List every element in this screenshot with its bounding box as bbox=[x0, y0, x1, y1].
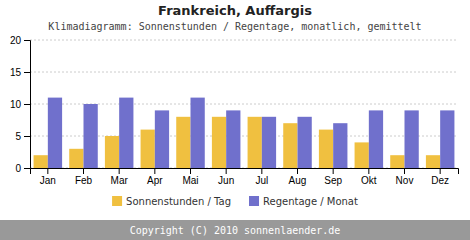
y-tick: 10 bbox=[10, 99, 30, 110]
annotation: Copyright (C) 2010 sonnenlaender.de bbox=[130, 225, 341, 236]
grid-line bbox=[30, 40, 458, 41]
x-tick: Aug bbox=[289, 168, 307, 186]
x-tick-mark bbox=[119, 168, 120, 174]
bar bbox=[176, 117, 190, 168]
x-tick-label: Apr bbox=[147, 175, 163, 186]
y-tick-mark bbox=[24, 72, 30, 73]
bar bbox=[390, 155, 404, 168]
bar bbox=[248, 117, 262, 168]
bar bbox=[48, 98, 62, 168]
x-tick-mark bbox=[404, 168, 405, 174]
x-tick: Mar bbox=[111, 168, 129, 186]
bar bbox=[191, 98, 205, 168]
bar bbox=[119, 98, 133, 168]
y-tick-mark bbox=[24, 168, 30, 169]
bar bbox=[426, 155, 440, 168]
bar bbox=[283, 123, 297, 168]
bar bbox=[84, 104, 98, 168]
y-tick: 0 bbox=[15, 163, 30, 174]
legend-item: Regentage / Monat bbox=[249, 196, 358, 207]
x-tick-mark bbox=[297, 168, 298, 174]
y-axis: 0 5 10 15 20 bbox=[10, 35, 31, 174]
y-tick-label: 20 bbox=[10, 35, 22, 46]
bar bbox=[212, 117, 226, 168]
bar bbox=[298, 117, 312, 168]
bar bbox=[226, 110, 240, 168]
bar bbox=[262, 117, 276, 168]
x-tick-mark bbox=[261, 168, 262, 174]
x-tick: Jul bbox=[255, 168, 268, 186]
x-tick: Apr bbox=[147, 168, 163, 186]
y-axis-line bbox=[24, 41, 31, 169]
x-tick: Mai bbox=[182, 168, 198, 186]
y-tick-mark bbox=[24, 136, 30, 137]
x-axis-line bbox=[31, 169, 459, 175]
x-tick: Jan bbox=[40, 168, 56, 186]
x-tick: Dez bbox=[431, 168, 449, 186]
bar bbox=[69, 149, 83, 168]
x-tick-label: Feb bbox=[75, 175, 93, 186]
y-tick: 5 bbox=[15, 131, 30, 142]
y-tick-label: 0 bbox=[15, 163, 21, 174]
x-tick-mark bbox=[47, 168, 48, 174]
subtitle: Klimadiagramm: Sonnenstunden / Regentage… bbox=[48, 21, 421, 32]
bars bbox=[34, 98, 455, 168]
bar bbox=[155, 110, 169, 168]
copyright-bar bbox=[0, 220, 470, 240]
legend-label: Regentage / Monat bbox=[263, 196, 358, 207]
x-tick-label: Aug bbox=[289, 175, 307, 186]
x-tick-label: Jan bbox=[40, 175, 56, 186]
bar bbox=[333, 123, 347, 168]
bar bbox=[319, 130, 333, 168]
x-tick: Nov bbox=[396, 168, 414, 186]
legend-label: Sonnenstunden / Tag bbox=[126, 196, 231, 207]
x-tick-mark bbox=[154, 168, 155, 174]
x-tick: Okt bbox=[361, 168, 377, 186]
y-tick: 20 bbox=[10, 35, 30, 46]
y-tick-mark bbox=[24, 104, 30, 105]
chart: Frankreich, Auffargis Klimadiagramm: Sonn… bbox=[0, 0, 470, 240]
x-tick-mark bbox=[368, 168, 369, 174]
x-tick-mark bbox=[190, 168, 191, 174]
bar bbox=[141, 130, 155, 168]
bar bbox=[440, 110, 454, 168]
x-tick-label: Okt bbox=[361, 175, 377, 186]
y-tick-label: 15 bbox=[10, 67, 22, 78]
bar bbox=[355, 142, 369, 168]
x-tick-mark bbox=[440, 168, 441, 174]
x-tick-label: Jun bbox=[218, 175, 234, 186]
x-tick-label: Mar bbox=[111, 175, 129, 186]
legend: Sonnenstunden / Tag Regentage / Monat bbox=[112, 196, 358, 207]
x-tick: Feb bbox=[75, 168, 93, 186]
y-tick-label: 10 bbox=[10, 99, 22, 110]
grid bbox=[30, 40, 458, 168]
bar bbox=[369, 110, 383, 168]
bar bbox=[405, 110, 419, 168]
y-tick-label: 5 bbox=[15, 131, 21, 142]
x-tick-label: Jul bbox=[255, 175, 268, 186]
y-tick: 15 bbox=[10, 67, 30, 78]
x-tick-mark bbox=[333, 168, 334, 174]
x-tick-label: Sep bbox=[324, 175, 342, 186]
x-tick-label: Dez bbox=[431, 175, 449, 186]
legend-swatch bbox=[112, 196, 122, 206]
x-tick-label: Mai bbox=[182, 175, 198, 186]
legend-swatch bbox=[249, 196, 259, 206]
grid-line bbox=[30, 72, 458, 73]
x-axis: Jan Feb Mar Apr Mai Jun Jul Aug Sep Okt Nov Dez bbox=[31, 168, 459, 186]
x-tick: Jun bbox=[218, 168, 234, 186]
title: Frankreich, Auffargis bbox=[158, 3, 312, 18]
bar bbox=[34, 155, 48, 168]
bar bbox=[105, 136, 119, 168]
plot: 0 5 10 15 20 Jan Feb Mar Apr Mai Jun Jul Aug Sep Okt No… bbox=[10, 35, 459, 186]
x-tick: Sep bbox=[324, 168, 342, 186]
x-tick-label: Nov bbox=[396, 175, 414, 186]
x-tick-mark bbox=[83, 168, 84, 174]
bar-series bbox=[48, 98, 455, 168]
y-tick-mark bbox=[24, 40, 30, 41]
legend-item: Sonnenstunden / Tag bbox=[112, 196, 231, 207]
x-tick-mark bbox=[226, 168, 227, 174]
